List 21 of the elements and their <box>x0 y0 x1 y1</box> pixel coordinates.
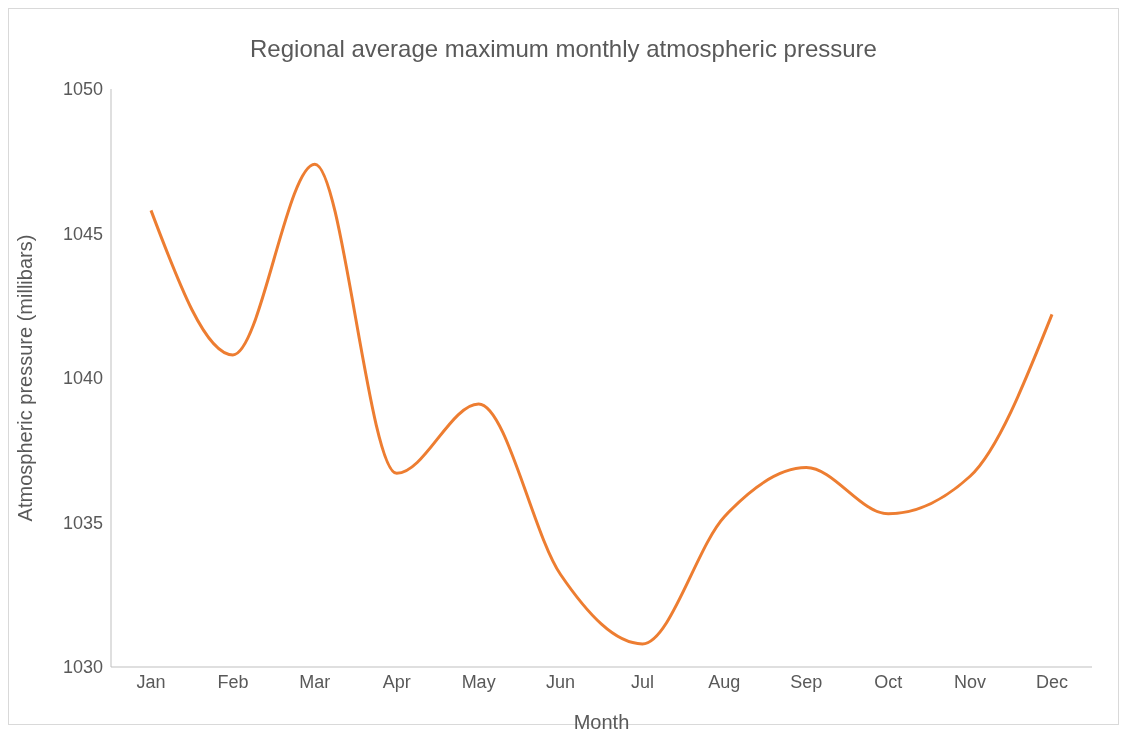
x-tick-label: Oct <box>874 671 903 692</box>
x-tick-label: Aug <box>708 671 741 692</box>
x-tick-label: Jul <box>630 671 654 692</box>
y-axis-title: Atmospheric pressure (millibars) <box>14 234 37 522</box>
y-tick-label: 1045 <box>62 223 103 244</box>
y-tick-label: 1035 <box>62 512 103 533</box>
x-tick-label: Mar <box>299 671 331 692</box>
x-tick-label: Jan <box>136 671 166 692</box>
line-series <box>149 162 1054 646</box>
x-tick-label: Sep <box>790 671 823 692</box>
y-tick-label: 1030 <box>62 657 103 678</box>
x-tick-label: May <box>461 671 496 692</box>
y-tick-label: 1040 <box>62 368 103 389</box>
x-tick-label: Jun <box>546 671 576 692</box>
x-axis-title: Month <box>573 711 630 733</box>
x-tick-label: Nov <box>954 671 987 692</box>
x-tick-label: Dec <box>1035 671 1069 692</box>
x-tick-label: Feb <box>217 671 249 692</box>
chart-title: Regional average maximum monthly atmospheric pressure <box>249 35 878 64</box>
x-tick-label: Apr <box>382 671 411 692</box>
y-tick-label: 1050 <box>62 79 103 100</box>
